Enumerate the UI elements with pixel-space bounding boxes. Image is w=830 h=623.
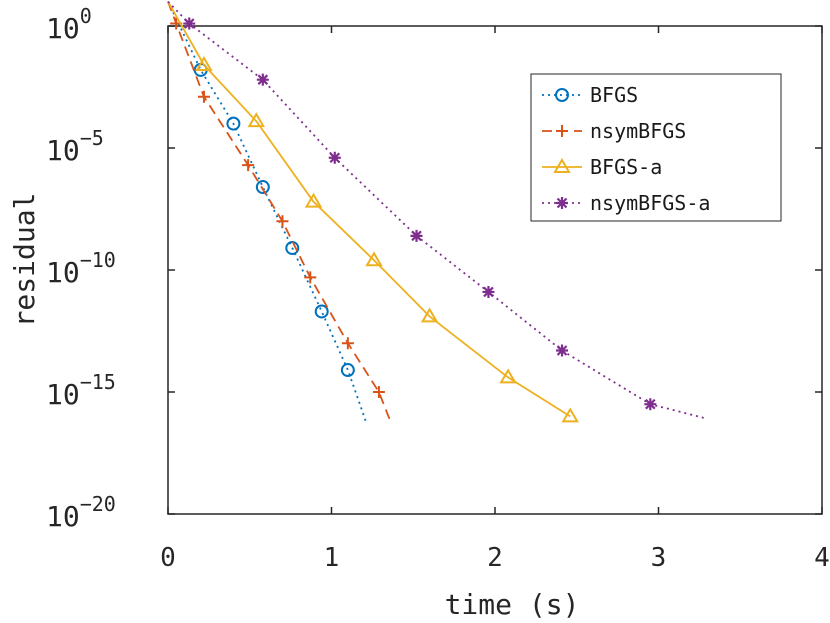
- y-axis-label: residual: [8, 193, 41, 328]
- y-tick-base: 10: [46, 500, 80, 533]
- legend-label: BFGS: [590, 83, 638, 107]
- y-tick-label: 100: [46, 4, 92, 45]
- legend-item: BFGS-a: [542, 155, 662, 179]
- legend-label: nsymBFGS-a: [590, 191, 710, 215]
- circle-marker: [285, 241, 300, 256]
- y-tick-label: 10−20: [46, 492, 116, 533]
- plus-marker: [341, 337, 354, 350]
- series-nsymbfgs: [167, 1, 392, 422]
- triangle-marker: [499, 368, 517, 384]
- triangle-marker: [420, 307, 439, 323]
- y-tick-base: 10: [46, 256, 80, 289]
- series-bfgs-a: [167, 1, 579, 423]
- triangle-marker: [553, 158, 571, 173]
- x-tick-label: 0: [160, 543, 176, 573]
- asterisk-marker: [410, 229, 423, 242]
- y-tick-base: 10: [46, 134, 80, 167]
- asterisk-marker: [556, 344, 569, 357]
- legend-item: nsymBFGS: [542, 119, 686, 143]
- y-tick-base: 10: [46, 12, 80, 45]
- y-tick-label: 10−15: [46, 370, 116, 411]
- circle-marker: [226, 116, 241, 131]
- triangle-marker: [365, 251, 383, 267]
- y-tick-label: 10−5: [46, 126, 104, 167]
- circle-marker: [255, 180, 270, 195]
- asterisk-marker: [328, 151, 341, 164]
- plus-marker: [197, 90, 210, 103]
- circle-marker: [340, 363, 355, 378]
- y-tick-exponent: −20: [80, 492, 116, 516]
- series-nsymbfgs-a: [167, 0, 708, 420]
- x-axis-ticks: 0 1 2 3 4: [160, 26, 830, 573]
- x-tick-label: 1: [324, 543, 340, 573]
- legend-box: [530, 73, 782, 222]
- asterisk-marker: [556, 197, 568, 209]
- circle-marker: [314, 304, 329, 319]
- legend-item: BFGS: [542, 83, 638, 107]
- x-axis-label: time (s): [445, 588, 580, 621]
- x-tick-label: 4: [814, 543, 830, 573]
- asterisk-marker: [183, 17, 196, 30]
- plus-marker: [556, 125, 568, 137]
- triangle-marker: [195, 56, 213, 72]
- plus-marker: [372, 386, 385, 398]
- plus-marker: [242, 159, 255, 172]
- series-layer: [167, 0, 708, 423]
- y-tick-exponent: 0: [80, 4, 92, 28]
- asterisk-marker: [644, 398, 657, 411]
- y-tick-exponent: −15: [80, 370, 116, 394]
- y-tick-exponent: −10: [80, 248, 116, 272]
- y-tick-base: 10: [46, 378, 80, 411]
- circle-marker: [555, 88, 569, 102]
- legend-label: BFGS-a: [590, 155, 662, 179]
- triangle-marker: [304, 192, 323, 208]
- triangle-marker: [247, 112, 266, 128]
- series-line: [167, 1, 571, 418]
- asterisk-marker: [482, 285, 495, 298]
- triangle-marker: [561, 407, 579, 423]
- plus-marker: [304, 271, 317, 284]
- y-tick-label: 10−10: [46, 248, 116, 289]
- legend-item: nsymBFGS-a: [542, 191, 710, 215]
- asterisk-marker: [256, 73, 269, 86]
- plus-marker: [276, 215, 289, 228]
- x-tick-label: 2: [487, 543, 503, 573]
- legend-label: nsymBFGS: [590, 119, 686, 143]
- legend: BFGS nsymBFGS BFGS-a nsymBFGS-a: [530, 73, 782, 222]
- y-tick-exponent: −5: [80, 126, 104, 150]
- x-tick-label: 3: [651, 543, 667, 573]
